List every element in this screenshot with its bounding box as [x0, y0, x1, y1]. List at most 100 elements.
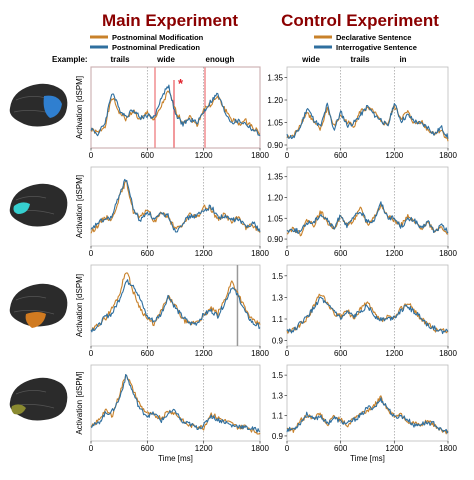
- y-tick-label: 0.90: [267, 235, 283, 244]
- x-tick-label: 1200: [385, 444, 403, 453]
- panel-main-row3: 0 600 1200 1800 Activation [dSPM]: [75, 264, 269, 358]
- x-axis-label: Time [ms]: [158, 454, 193, 463]
- y-tick-label: 1.1: [272, 412, 284, 421]
- x-tick-label: 1200: [195, 349, 213, 358]
- title-main: Main Experiment: [102, 11, 238, 30]
- x-axis-label: Time [ms]: [350, 454, 385, 463]
- legend-control-label-a: Declarative Sentence: [336, 33, 411, 42]
- legend-main-label-a: Postnominal Modification: [112, 33, 204, 42]
- panel-frame: [90, 264, 261, 347]
- main-word-3: enough: [206, 55, 235, 64]
- x-tick-label: 600: [141, 349, 155, 358]
- y-tick-label: 0.90: [267, 141, 283, 150]
- x-tick-label: 0: [89, 444, 94, 453]
- y-tick-label: 1.5: [272, 371, 284, 380]
- x-tick-label: 0: [285, 349, 290, 358]
- panel-control-row3: 0 600 1200 1800 0.9 1.1 1.3 1.5: [272, 264, 457, 358]
- x-tick-label: 0: [89, 249, 94, 258]
- x-tick-label: 1800: [439, 249, 457, 258]
- y-tick-label: 1.3: [272, 391, 284, 400]
- x-tick-label: 1200: [195, 151, 213, 160]
- x-tick-label: 1800: [439, 349, 457, 358]
- series-line-b: [286, 201, 449, 234]
- main-word-2: wide: [156, 55, 175, 64]
- legend-main: Postnominal Modification Postnominal Pre…: [90, 33, 204, 52]
- title-control: Control Experiment: [281, 11, 439, 30]
- panels: 0 600 1200 1800 Activation [dSPM] 0 600 1200 180…: [75, 66, 457, 463]
- legend-main-label-b: Postnominal Predication: [112, 43, 200, 52]
- x-tick-label: 1200: [195, 444, 213, 453]
- brain-cyan-region-icon: [9, 183, 68, 227]
- x-tick-label: 1800: [251, 151, 269, 160]
- example-label: Example:: [52, 55, 88, 64]
- panel-frame: [90, 66, 261, 149]
- series-line-b: [286, 102, 449, 140]
- y-axis-label: Activation [dSPM]: [75, 274, 84, 337]
- main-word-1: trails: [110, 55, 130, 64]
- x-tick-label: 1200: [385, 349, 403, 358]
- x-tick-label: 1800: [251, 249, 269, 258]
- y-tick-label: 1.05: [267, 119, 283, 128]
- x-tick-label: 1800: [251, 444, 269, 453]
- x-tick-label: 600: [334, 249, 348, 258]
- brain-blue-region-icon: [9, 83, 68, 127]
- panel-frame: [286, 166, 449, 247]
- panel-main-row2: 0 600 1200 1800 Activation [dSPM]: [75, 166, 269, 258]
- y-axis-label: Activation [dSPM]: [75, 175, 84, 238]
- highlight-box-1: [90, 66, 156, 149]
- series-line-b: [286, 296, 449, 335]
- panel-control-row2: 0 600 1200 1800 0.90 1.05 1.20 1.35: [267, 166, 457, 258]
- x-tick-label: 0: [285, 444, 290, 453]
- series-line-b: [90, 373, 261, 433]
- control-word-1: wide: [301, 55, 320, 64]
- x-tick-label: 600: [334, 151, 348, 160]
- series-line-a: [90, 90, 261, 135]
- x-tick-label: 1200: [195, 249, 213, 258]
- y-tick-label: 0.9: [272, 432, 284, 441]
- y-tick-label: 1.35: [267, 173, 283, 182]
- series-line-b: [90, 279, 261, 333]
- x-tick-label: 1800: [439, 444, 457, 453]
- panel-control-row1: 0 600 1200 1800 0.90 1.05 1.20 1.35: [267, 66, 457, 160]
- x-tick-label: 1200: [385, 249, 403, 258]
- x-tick-label: 600: [141, 249, 155, 258]
- series-line-b: [90, 84, 261, 137]
- y-tick-label: 1.20: [267, 193, 283, 202]
- panel-frame: [286, 66, 449, 149]
- series-line-a: [286, 293, 449, 334]
- y-tick-label: 1.05: [267, 214, 283, 223]
- y-tick-label: 1.20: [267, 96, 283, 105]
- legend-control-label-b: Interrogative Sentence: [336, 43, 417, 52]
- x-tick-label: 0: [285, 151, 290, 160]
- x-tick-label: 1800: [439, 151, 457, 160]
- x-tick-label: 600: [141, 151, 155, 160]
- y-tick-label: 1.3: [272, 293, 284, 302]
- x-tick-label: 600: [334, 444, 348, 453]
- brain-olive-region-icon: [9, 377, 68, 421]
- x-tick-label: 0: [89, 151, 94, 160]
- series-line-b: [90, 178, 261, 233]
- highlight-box-3: [204, 66, 261, 149]
- panel-frame: [286, 364, 449, 442]
- panel-main-row1: 0 600 1200 1800 Activation [dSPM]: [75, 66, 269, 160]
- x-tick-label: 600: [141, 444, 155, 453]
- y-tick-label: 0.9: [272, 337, 284, 346]
- panel-frame: [286, 264, 449, 347]
- x-tick-label: 0: [285, 249, 290, 258]
- significance-marker: *: [178, 76, 184, 91]
- x-tick-label: 1800: [251, 349, 269, 358]
- panel-frame: [90, 364, 261, 442]
- legend-control: Declarative Sentence Interrogative Sente…: [314, 33, 417, 52]
- series-line-a: [286, 395, 449, 435]
- panel-control-row4: 0 600 1200 1800 0.9 1.1 1.3 1.5 Time [ms]: [272, 364, 457, 463]
- series-line-a: [90, 272, 261, 331]
- x-tick-label: 1200: [385, 151, 403, 160]
- series-line-a: [90, 374, 261, 435]
- control-word-3: in: [399, 55, 406, 64]
- panel-main-row4: 0 600 1200 1800 Activation [dSPM] Time [ms]: [75, 364, 269, 463]
- series-line-b: [286, 397, 449, 434]
- control-word-2: trails: [350, 55, 370, 64]
- x-tick-label: 600: [334, 349, 348, 358]
- panel-frame: [90, 166, 261, 247]
